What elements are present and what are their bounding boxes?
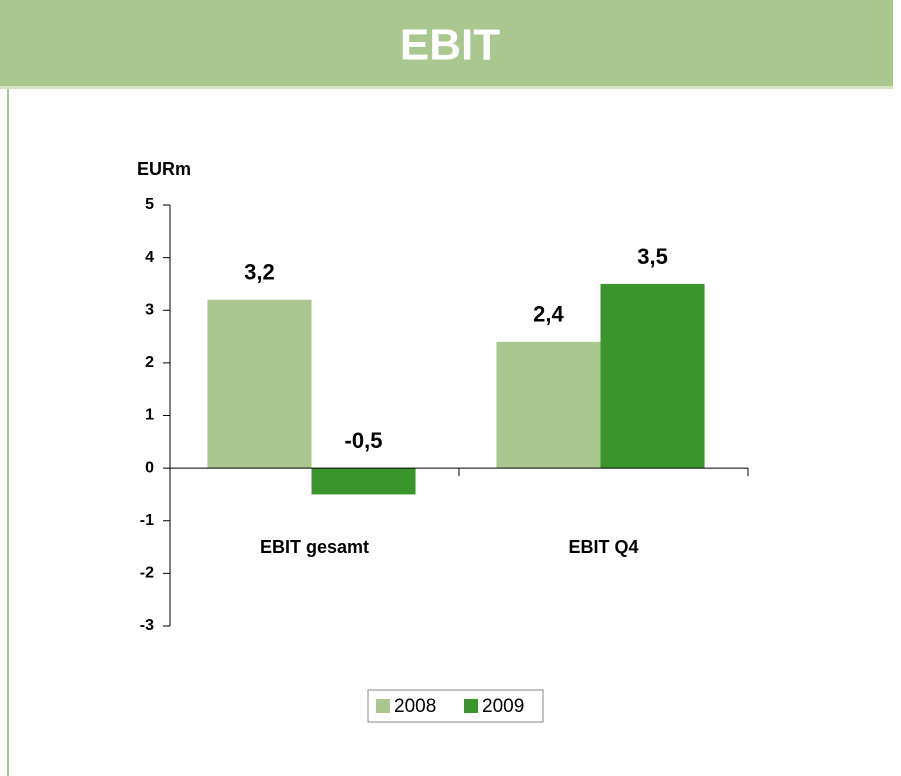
left-border	[7, 89, 9, 776]
legend-label: 2009	[482, 696, 524, 717]
bar	[496, 341, 601, 469]
y-tick-label: 1	[145, 407, 154, 424]
y-axis-title: EURm	[137, 159, 191, 179]
value-label: 3,5	[637, 244, 668, 269]
chart-title: EBIT	[400, 21, 500, 70]
legend-box	[367, 689, 544, 723]
legend-swatch	[464, 699, 478, 713]
y-tick-label: 0	[145, 459, 154, 476]
header-line	[0, 86, 893, 89]
bar	[207, 299, 312, 469]
value-label: 2,4	[533, 302, 564, 327]
y-tick-label: -1	[140, 512, 154, 529]
x-tick-label: EBIT gesamt	[260, 537, 369, 557]
bar	[311, 468, 416, 495]
value-label: 3,2	[244, 260, 275, 285]
y-tick-label: 3	[145, 301, 154, 318]
bar	[600, 283, 705, 469]
y-tick-label: 2	[145, 354, 154, 371]
x-tick-label: EBIT Q4	[568, 537, 638, 557]
y-tick-label: 5	[145, 196, 154, 213]
y-tick-label: 4	[145, 249, 154, 266]
y-tick-label: -2	[140, 565, 154, 582]
y-tick-label: -3	[140, 617, 154, 634]
header-band	[0, 0, 893, 86]
legend-swatch	[376, 699, 390, 713]
legend-label: 2008	[394, 696, 436, 717]
value-label: -0,5	[345, 428, 383, 453]
